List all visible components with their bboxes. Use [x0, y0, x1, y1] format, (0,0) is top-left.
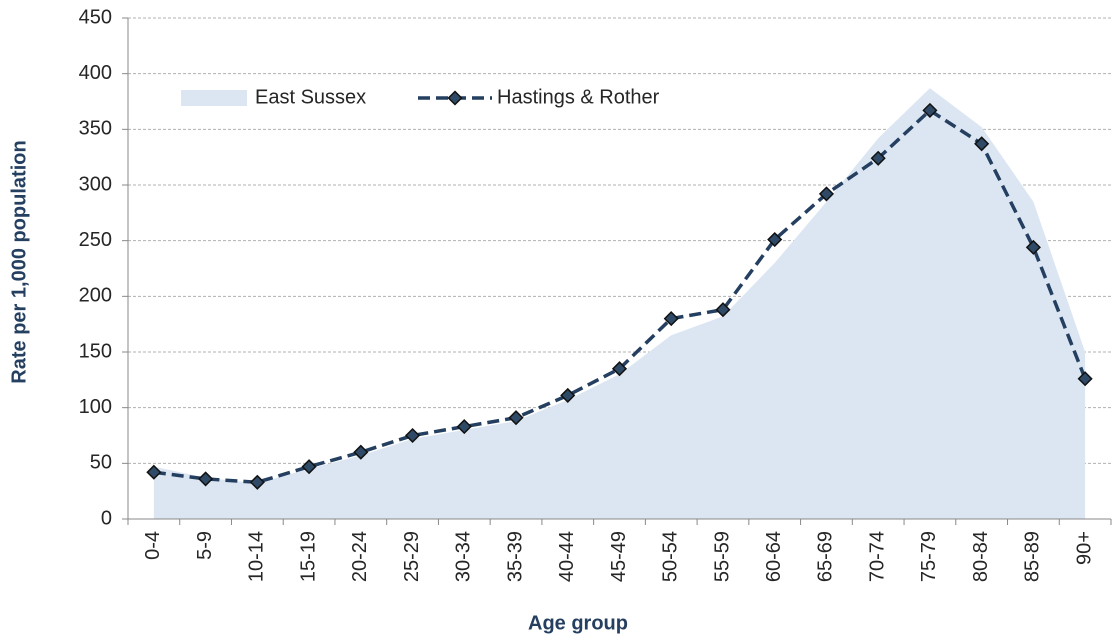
- x-tick-label: 90+: [1073, 531, 1095, 565]
- marker: [560, 387, 576, 403]
- x-tick-label: 70-74: [866, 531, 888, 582]
- marker: [353, 444, 369, 460]
- marker: [974, 136, 990, 152]
- x-tick-label: 20-24: [349, 531, 371, 582]
- marker: [767, 231, 783, 248]
- y-tick-label: 50: [90, 452, 112, 474]
- x-tick-label: 55-59: [711, 531, 733, 582]
- y-tick-label: 350: [79, 118, 112, 140]
- marker: [922, 102, 938, 118]
- x-axis-title: Age group: [528, 612, 628, 634]
- y-tick-label: 300: [79, 173, 112, 195]
- marker: [456, 419, 472, 435]
- y-tick-label: 150: [79, 340, 112, 362]
- x-tick-label: 85-89: [1022, 531, 1044, 582]
- x-tick-label: 10-14: [246, 531, 268, 582]
- y-tick-label: 400: [79, 62, 112, 84]
- y-tick-label: 0: [101, 507, 112, 529]
- x-tick-label: 45-49: [608, 531, 630, 582]
- y-tick-label: 250: [79, 229, 112, 251]
- x-tick-label: 80-84: [970, 531, 992, 582]
- area: [153, 88, 1086, 519]
- x-tick-label: 15-19: [297, 531, 319, 582]
- legend-label: East Sussex: [255, 86, 366, 108]
- marker: [1077, 371, 1093, 387]
- y-axis-title: Rate per 1,000 population: [8, 140, 30, 383]
- x-tick-label: 60-64: [763, 531, 785, 582]
- y-tick-label: 200: [79, 285, 112, 307]
- legend-marker: [447, 90, 463, 106]
- x-tick-label: 30-34: [453, 531, 475, 582]
- x-tick-label: 65-69: [815, 531, 837, 582]
- x-tick-label: 35-39: [504, 531, 526, 582]
- legend-label: Hastings & Rother: [497, 86, 660, 108]
- marker: [301, 459, 317, 475]
- x-tick-label: 0-4: [142, 531, 164, 560]
- x-tick-label: 40-44: [556, 531, 578, 582]
- marker: [146, 464, 162, 480]
- marker: [663, 311, 679, 327]
- marker: [198, 471, 214, 487]
- legend-swatch: [181, 90, 247, 106]
- marker: [715, 302, 731, 318]
- marker: [249, 474, 265, 490]
- marker: [818, 186, 835, 202]
- y-tick-label: 450: [79, 6, 112, 28]
- y-tick-label: 100: [79, 396, 112, 418]
- marker: [508, 410, 524, 426]
- marker: [1025, 239, 1041, 255]
- x-tick-label: 50-54: [660, 531, 682, 582]
- marker: [404, 427, 421, 444]
- marker: [611, 361, 628, 377]
- marker: [870, 150, 886, 166]
- x-tick-label: 75-79: [918, 531, 940, 582]
- x-tick-label: 25-29: [401, 531, 423, 582]
- x-tick-label: 5-9: [194, 531, 216, 560]
